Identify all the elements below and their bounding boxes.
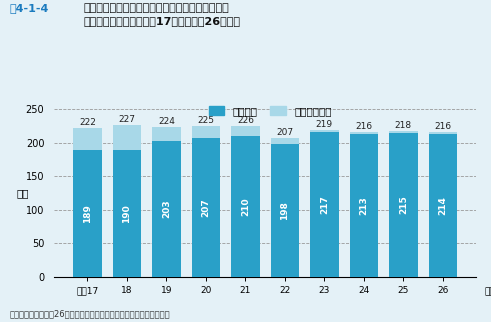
Bar <box>350 132 378 277</box>
Bar <box>191 138 220 277</box>
Text: 216: 216 <box>355 122 373 131</box>
Text: 218: 218 <box>395 121 412 130</box>
Text: 222: 222 <box>79 118 96 127</box>
Bar <box>113 150 141 277</box>
Text: 207: 207 <box>276 128 294 137</box>
Text: 216: 216 <box>435 122 451 131</box>
Bar <box>389 131 417 277</box>
Bar <box>389 133 417 277</box>
Bar <box>429 134 457 277</box>
Text: 217: 217 <box>320 195 329 214</box>
Text: 207: 207 <box>201 198 211 217</box>
Text: 227: 227 <box>118 115 136 124</box>
Text: 190: 190 <box>122 204 132 223</box>
Bar <box>191 126 220 277</box>
Text: 210: 210 <box>241 197 250 216</box>
Bar <box>73 128 102 277</box>
Bar <box>350 134 378 277</box>
Bar <box>231 136 260 277</box>
Legend: 達成局数, 有効測定局数: 達成局数, 有効測定局数 <box>204 102 336 120</box>
Bar <box>310 132 339 277</box>
Text: 資料：環境省「平成26年度大気汚染状況について（報道発表資料）」: 資料：環境省「平成26年度大気汚染状況について（報道発表資料）」 <box>10 310 170 319</box>
Bar <box>271 144 299 277</box>
Text: 203: 203 <box>162 200 171 218</box>
Text: 対策地域における二酸化窒素の環境基準達成状況
の推移（自排局）（平成17年度～平成26年度）: 対策地域における二酸化窒素の環境基準達成状況 の推移（自排局）（平成17年度～平… <box>83 3 241 26</box>
Text: 226: 226 <box>237 116 254 125</box>
Text: 围4-1-4: 围4-1-4 <box>10 3 49 13</box>
Text: 219: 219 <box>316 120 333 129</box>
Text: （年度）: （年度） <box>484 288 491 297</box>
Bar <box>152 127 181 277</box>
Bar <box>429 132 457 277</box>
Bar <box>310 130 339 277</box>
Bar <box>113 125 141 277</box>
Text: 224: 224 <box>158 117 175 126</box>
Y-axis label: 局数: 局数 <box>17 188 29 198</box>
Text: 214: 214 <box>438 196 447 215</box>
Bar <box>73 150 102 277</box>
Text: 213: 213 <box>359 196 368 215</box>
Bar <box>231 126 260 277</box>
Bar <box>271 138 299 277</box>
Text: 189: 189 <box>83 204 92 223</box>
Text: 225: 225 <box>197 116 215 125</box>
Text: 198: 198 <box>280 201 289 220</box>
Bar <box>152 141 181 277</box>
Text: 215: 215 <box>399 195 408 214</box>
